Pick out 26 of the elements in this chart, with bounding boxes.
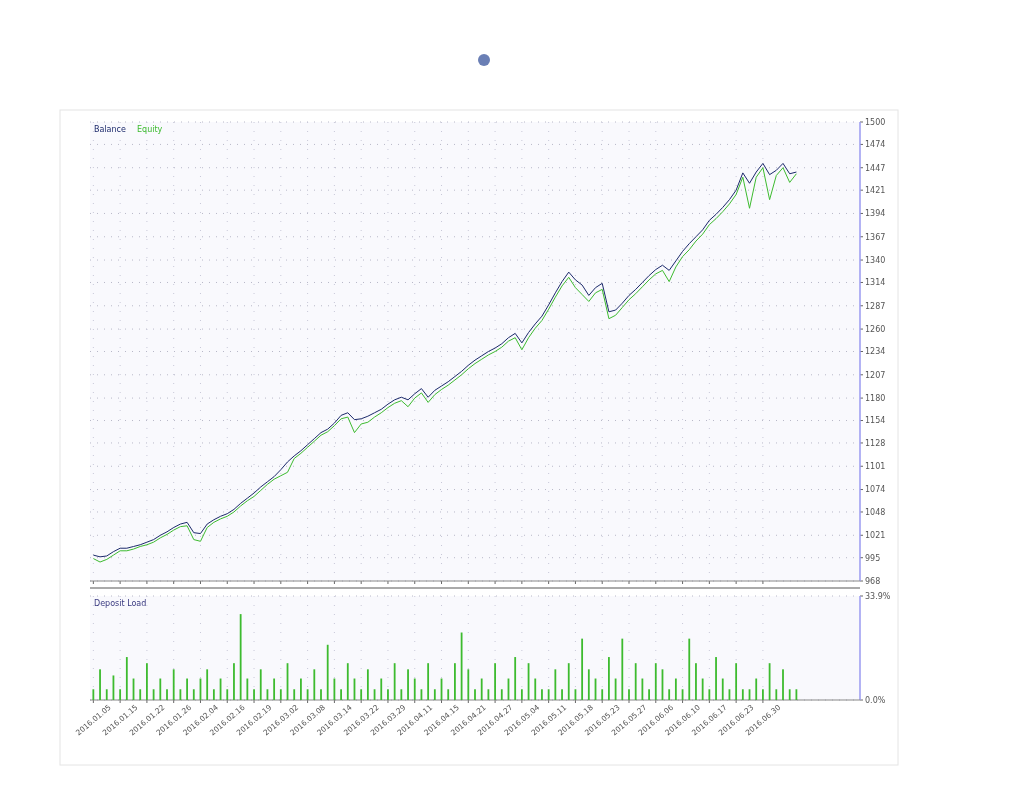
y-tick-label: 995 xyxy=(865,553,881,563)
y-tick-label: 1447 xyxy=(865,163,886,173)
y-tick-label: 1180 xyxy=(865,393,886,403)
y-tick-label: 1474 xyxy=(865,140,886,150)
y-tick-label: 1234 xyxy=(865,347,886,357)
y-tick-label: 33.9% xyxy=(865,591,891,601)
y-tick-label: 1367 xyxy=(865,232,886,242)
y-tick-label: 1074 xyxy=(865,485,886,495)
y-tick-label: 1260 xyxy=(865,324,886,334)
y-tick-label: 1340 xyxy=(865,255,886,265)
y-tick-label: 1207 xyxy=(865,370,886,380)
text: Equity xyxy=(137,125,163,134)
text: Balance xyxy=(94,125,126,134)
y-tick-label: 1021 xyxy=(865,531,886,541)
y-tick-label: 1048 xyxy=(865,507,886,517)
y-tick-label: 1421 xyxy=(865,185,886,195)
y-tick-label: 1394 xyxy=(865,209,886,219)
y-tick-label: 0.0% xyxy=(865,695,886,705)
y-tick-label: 1500 xyxy=(865,117,886,127)
chart-title: Deposit Load xyxy=(94,599,147,608)
y-tick-label: 1287 xyxy=(865,301,886,311)
y-tick-label: 1128 xyxy=(865,438,886,448)
y-tick-label: 1154 xyxy=(865,416,886,426)
y-tick-label: 968 xyxy=(865,576,881,586)
y-tick-label: 1101 xyxy=(865,462,886,472)
y-tick-label: 1314 xyxy=(865,278,886,288)
